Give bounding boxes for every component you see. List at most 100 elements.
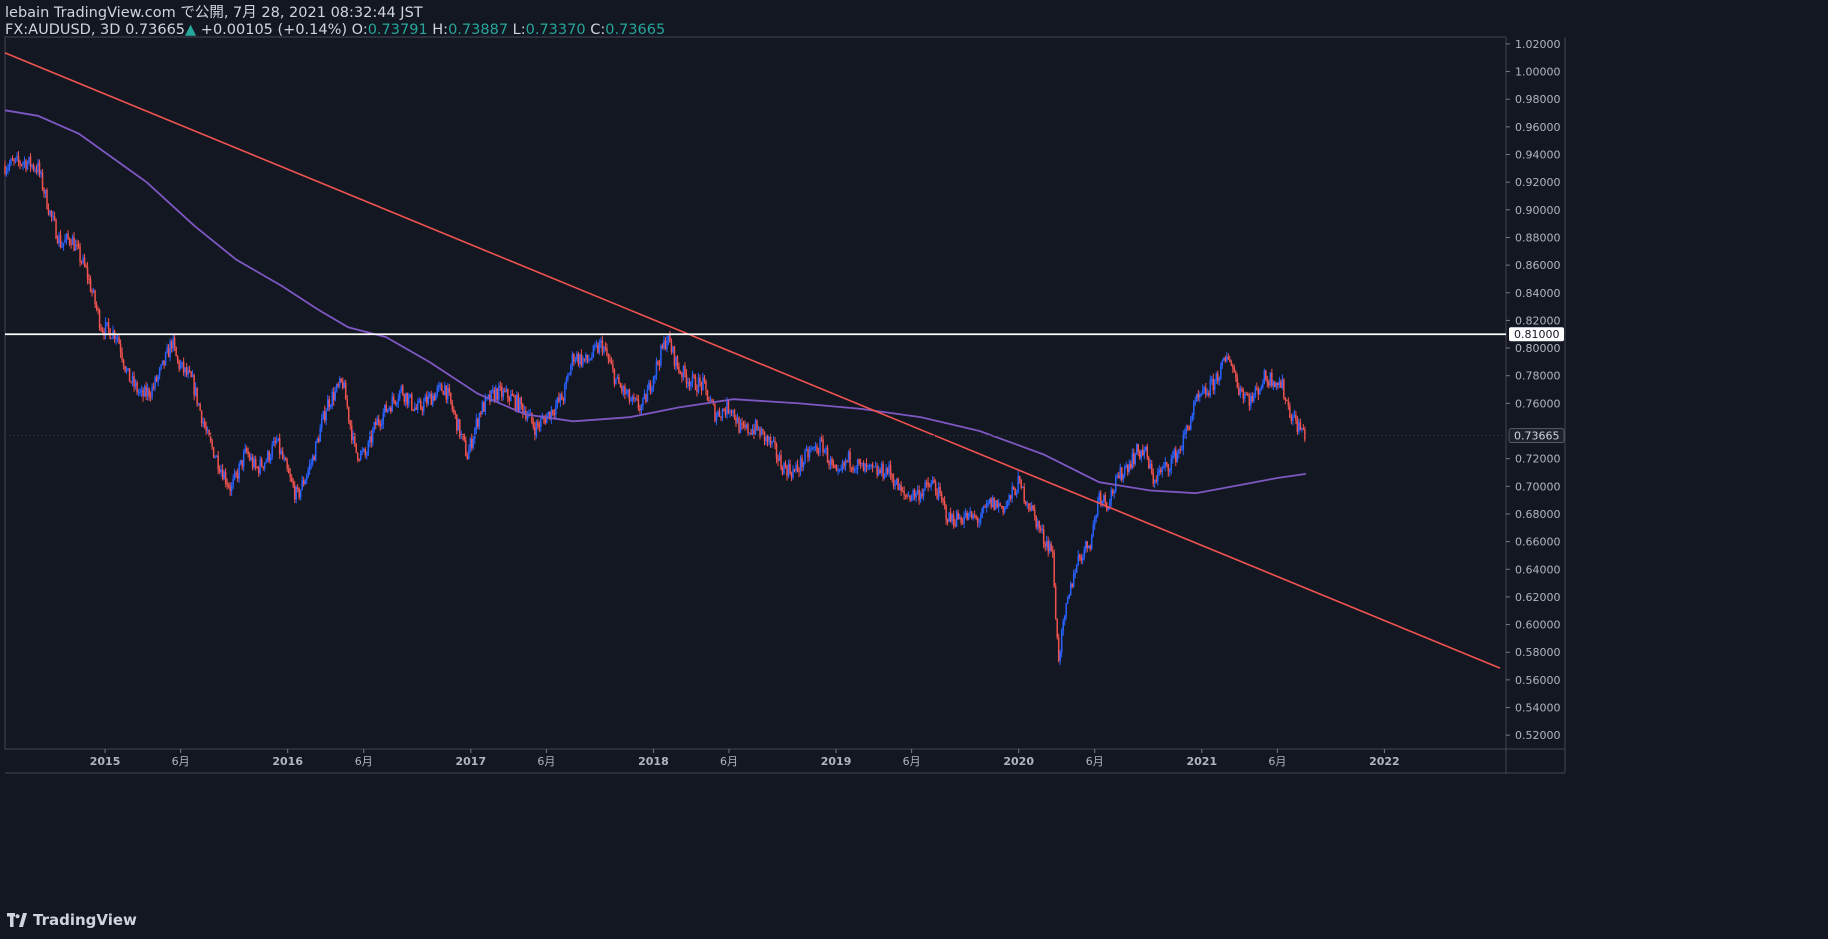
- candle: [131, 371, 134, 387]
- candle-body: [1211, 379, 1213, 381]
- candle: [88, 274, 90, 285]
- candle-body: [1042, 529, 1045, 544]
- candle: [828, 460, 830, 470]
- candle-body: [537, 422, 539, 426]
- candle: [1238, 382, 1240, 396]
- candle-body: [472, 438, 475, 448]
- symbol-label[interactable]: FX:AUDUSD, 3D: [5, 22, 121, 38]
- candle-body: [1140, 449, 1143, 459]
- candle-body: [1027, 503, 1030, 508]
- candle-body: [1126, 465, 1129, 473]
- candle: [13, 157, 15, 166]
- candle: [152, 382, 155, 391]
- candle: [990, 497, 992, 510]
- candle-body: [244, 448, 246, 453]
- candle-body: [209, 436, 212, 441]
- candle-body: [649, 382, 652, 392]
- candle: [83, 253, 86, 268]
- candle-body: [543, 417, 545, 419]
- candle: [574, 356, 577, 364]
- candle: [739, 418, 742, 434]
- candle: [834, 464, 836, 469]
- candle: [280, 448, 282, 456]
- candle-body: [1066, 598, 1069, 604]
- candle: [1152, 468, 1155, 487]
- candle-body: [1166, 462, 1168, 465]
- candle-body: [463, 435, 466, 441]
- candle-body: [1036, 521, 1039, 528]
- candle: [145, 381, 147, 401]
- candle-body: [379, 423, 381, 426]
- candle-body: [61, 245, 63, 248]
- candle: [1170, 454, 1173, 475]
- candle-body: [74, 244, 77, 251]
- candle-body: [732, 410, 734, 413]
- candle: [597, 342, 599, 354]
- candle-body: [466, 456, 469, 460]
- candle-body: [427, 395, 430, 404]
- candle-body: [735, 418, 737, 424]
- candle: [469, 437, 472, 453]
- candle: [1190, 416, 1192, 431]
- candle: [1009, 494, 1012, 502]
- candle-body: [1293, 415, 1296, 417]
- candle-body: [215, 455, 218, 458]
- candle-body: [1139, 451, 1141, 459]
- candle-body: [979, 517, 982, 522]
- candle-body: [850, 467, 853, 469]
- candle-body: [591, 356, 593, 360]
- candle-body: [726, 401, 728, 415]
- tradingview-logo[interactable]: TradingView: [7, 911, 137, 929]
- candle: [589, 358, 592, 361]
- candle-body: [582, 358, 584, 366]
- candle: [627, 389, 629, 398]
- candle-body: [957, 512, 959, 520]
- candle: [621, 383, 623, 395]
- candle: [1250, 392, 1252, 410]
- candle-body: [1083, 549, 1085, 558]
- candle: [1065, 602, 1067, 620]
- candle: [511, 389, 514, 396]
- candle: [663, 336, 665, 351]
- candle-body: [552, 409, 554, 414]
- candle: [1241, 386, 1243, 393]
- candle: [865, 458, 868, 473]
- candle-body: [841, 462, 844, 470]
- candle-body: [68, 238, 71, 244]
- candle: [1050, 541, 1052, 552]
- price-axis[interactable]: 1.020001.000000.980000.960000.940000.920…: [1506, 38, 1561, 742]
- candle-body: [438, 385, 440, 388]
- trendline: [4, 52, 1501, 669]
- candle-body: [233, 472, 236, 479]
- candle: [696, 384, 698, 397]
- candle: [74, 239, 77, 251]
- candle: [1027, 502, 1030, 513]
- candle-body: [681, 373, 683, 378]
- candle: [314, 440, 317, 462]
- time-axis[interactable]: 2015 6月 2016 6月 2017 6月 2018 6月 2019 6月 2020 6月 2021…: [90, 749, 1400, 768]
- candle: [376, 415, 378, 426]
- candle-body: [952, 514, 955, 525]
- candle: [880, 461, 883, 477]
- candle-body: [514, 396, 517, 410]
- candle: [495, 384, 497, 402]
- candle: [919, 491, 922, 503]
- candle-body: [873, 466, 875, 468]
- candle: [167, 344, 170, 358]
- candle: [220, 464, 222, 477]
- candle-body: [370, 435, 372, 443]
- candle: [1075, 564, 1078, 573]
- candle-body: [250, 457, 252, 460]
- candle-body: [1184, 433, 1186, 435]
- candle-body: [1178, 449, 1180, 454]
- candle: [631, 394, 634, 406]
- candle-body: [616, 377, 619, 379]
- candle: [913, 488, 916, 501]
- candle-body: [271, 445, 273, 458]
- candle: [1284, 396, 1287, 405]
- candle-body: [480, 413, 482, 415]
- candle-body: [1045, 541, 1048, 547]
- candle: [732, 409, 734, 417]
- candle: [1081, 554, 1084, 565]
